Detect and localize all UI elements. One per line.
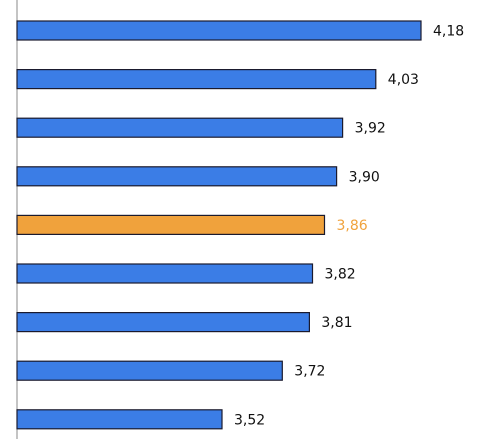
bar [16, 166, 338, 187]
bars-group [16, 20, 422, 430]
bar [16, 409, 223, 430]
bar-value-label: 3,86 [337, 218, 368, 234]
bar-value-label: 3,92 [355, 121, 386, 137]
bar-value-label: 4,03 [388, 72, 419, 88]
bar [16, 117, 344, 138]
value-labels-group: 4,18 4,03 3,92 3,90 3,86 3,82 3,81 3,72 3,52 [234, 24, 464, 429]
bar-value-label: 3,90 [349, 169, 380, 185]
bar [16, 312, 310, 333]
bar [16, 360, 283, 381]
bar-value-label: 4,18 [433, 24, 464, 40]
bar-value-label: 3,72 [294, 364, 325, 380]
bar [16, 263, 314, 284]
bar-value-label: 3,82 [325, 267, 356, 283]
bar-value-label: 3,52 [234, 412, 265, 428]
bar [16, 20, 422, 41]
bar [16, 68, 377, 90]
bar-value-label: 3,81 [321, 315, 352, 331]
bar-highlighted [16, 214, 326, 235]
